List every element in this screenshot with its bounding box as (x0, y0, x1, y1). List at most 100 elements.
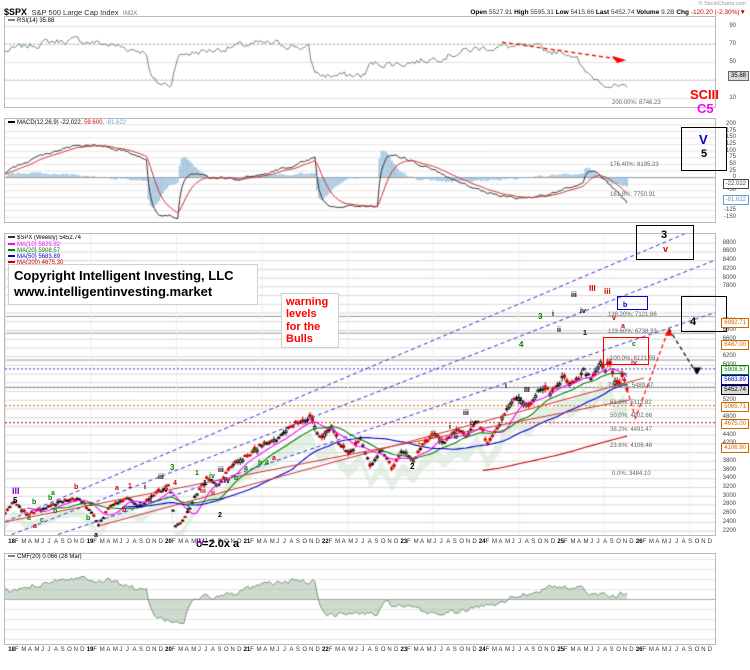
month-tick: M (583, 539, 589, 545)
month-tick: S (217, 539, 222, 545)
rsi-value-tag: 35.88 (727, 70, 749, 81)
month-tick: D (80, 647, 85, 653)
month-tick: D (629, 539, 634, 545)
month-tick: S (60, 539, 65, 545)
ma-legend-text-2: MA(50) 5683.89 (17, 254, 61, 260)
volume-label: Volume (636, 9, 660, 16)
month-tick: D (629, 647, 634, 653)
cmf-plot[interactable] (5, 554, 715, 644)
price-legend: $SPX (Weekly) 5452.74 (8, 235, 81, 241)
exchange-label: INDX (122, 11, 138, 17)
month-tick: J (596, 647, 600, 653)
year-tick-22: 22 (322, 539, 329, 545)
month-tick: J (276, 539, 280, 545)
date-axis-price: 18 F M A M J J A S O N D 19 F M A M J J A S O N D 20 F M A M J J A S O N D 2… (0, 538, 716, 550)
year-tick-21: 21 (243, 647, 251, 653)
month-tick: J (197, 539, 201, 545)
macd-tick-175: 175 (725, 127, 736, 134)
month-tick: M (112, 647, 118, 653)
year-tick-19: 19 (86, 647, 94, 653)
month-tick: J (276, 647, 280, 653)
month-tick: F (14, 539, 19, 545)
month-tick: O (616, 647, 621, 653)
ma-swatch-icon (8, 243, 15, 246)
month-tick: M (256, 539, 262, 545)
month-tick: A (498, 539, 503, 545)
month-tick: N (387, 647, 392, 653)
month-tick: O (67, 539, 72, 545)
month-tick: J (119, 647, 123, 653)
month-tick: N (387, 539, 392, 545)
site-credit: © StockCharts.com (698, 1, 746, 7)
month-tick: D (393, 539, 399, 545)
month-tick: M (492, 647, 497, 653)
price-tick-5200: 5200 (722, 396, 736, 403)
month-tick: M (335, 647, 341, 653)
month-tick: F (485, 539, 490, 545)
month-tick: D (315, 647, 320, 653)
symbol-ticker[interactable]: $SPX (4, 7, 28, 17)
month-tick: J (119, 539, 123, 545)
month-tick: O (145, 647, 151, 653)
month-tick: F (93, 647, 97, 653)
month-tick: F (328, 647, 333, 653)
month-tick: O (616, 539, 621, 545)
price-tick-3800: 3800 (722, 457, 736, 464)
year-tick-18: 18 (8, 539, 15, 545)
month-tick: S (295, 647, 300, 653)
month-tick: A (27, 647, 32, 653)
month-tick: D (707, 539, 713, 545)
wave-3-sub-label: v (663, 244, 669, 254)
month-tick: M (570, 539, 576, 545)
month-tick: J (675, 539, 679, 545)
month-tick: J (590, 539, 594, 545)
ma-swatch-icon (8, 261, 15, 264)
month-tick: S (609, 647, 614, 653)
month-tick: A (27, 539, 32, 545)
ma-swatch-icon (8, 249, 15, 252)
month-tick: J (668, 539, 672, 545)
month-tick: F (563, 647, 568, 653)
month-tick: A (263, 647, 268, 653)
wave-4-target-box (681, 296, 727, 332)
month-tick: F (485, 647, 490, 653)
year-tick-23: 23 (400, 647, 408, 653)
month-tick: M (99, 647, 105, 653)
ma-legend-0: MA(10) 5825.92 (8, 242, 63, 248)
month-tick: O (380, 647, 386, 653)
month-tick: N (544, 647, 549, 653)
month-tick: N (308, 647, 314, 653)
month-tick: A (132, 539, 137, 545)
rsi-plot[interactable] (5, 17, 715, 107)
warning-line-3: for the (286, 320, 321, 333)
month-tick: A (420, 647, 425, 653)
month-tick: A (367, 647, 372, 653)
month-tick: S (374, 647, 379, 653)
year-tick-20: 20 (165, 539, 172, 545)
month-tick: D (393, 647, 399, 653)
month-tick: S (688, 539, 693, 545)
macd-plot[interactable] (5, 119, 715, 222)
month-tick: A (210, 647, 215, 653)
warning-line-2: levels (286, 308, 317, 321)
macd-tick-125: 125 (725, 141, 736, 148)
month-tick: S (531, 539, 536, 545)
c-equals-label: c=2.0x a (196, 538, 240, 550)
price-tick-2400: 2400 (722, 518, 736, 525)
month-tick: N (73, 539, 78, 545)
ma-legend-2: MA(50) 5683.89 (8, 254, 63, 260)
month-tick: M (492, 539, 497, 545)
month-tick: D (158, 539, 163, 545)
wave-v-roman-label: V (699, 132, 708, 147)
price-tick-3200: 3200 (722, 484, 736, 490)
price-swatch (8, 236, 15, 239)
ma-swatch-icon (8, 255, 15, 258)
macd-tag-0: -22.022 (722, 178, 749, 189)
month-tick: A (106, 539, 111, 545)
cycle-c5-label: C5 (697, 101, 714, 116)
price-tick-6800: 6800 (722, 326, 736, 333)
macd-tick-50: 50 (729, 160, 736, 167)
rsi-tick-90: 90 (729, 23, 736, 29)
month-tick: A (367, 539, 372, 545)
month-tick: J (204, 539, 208, 545)
